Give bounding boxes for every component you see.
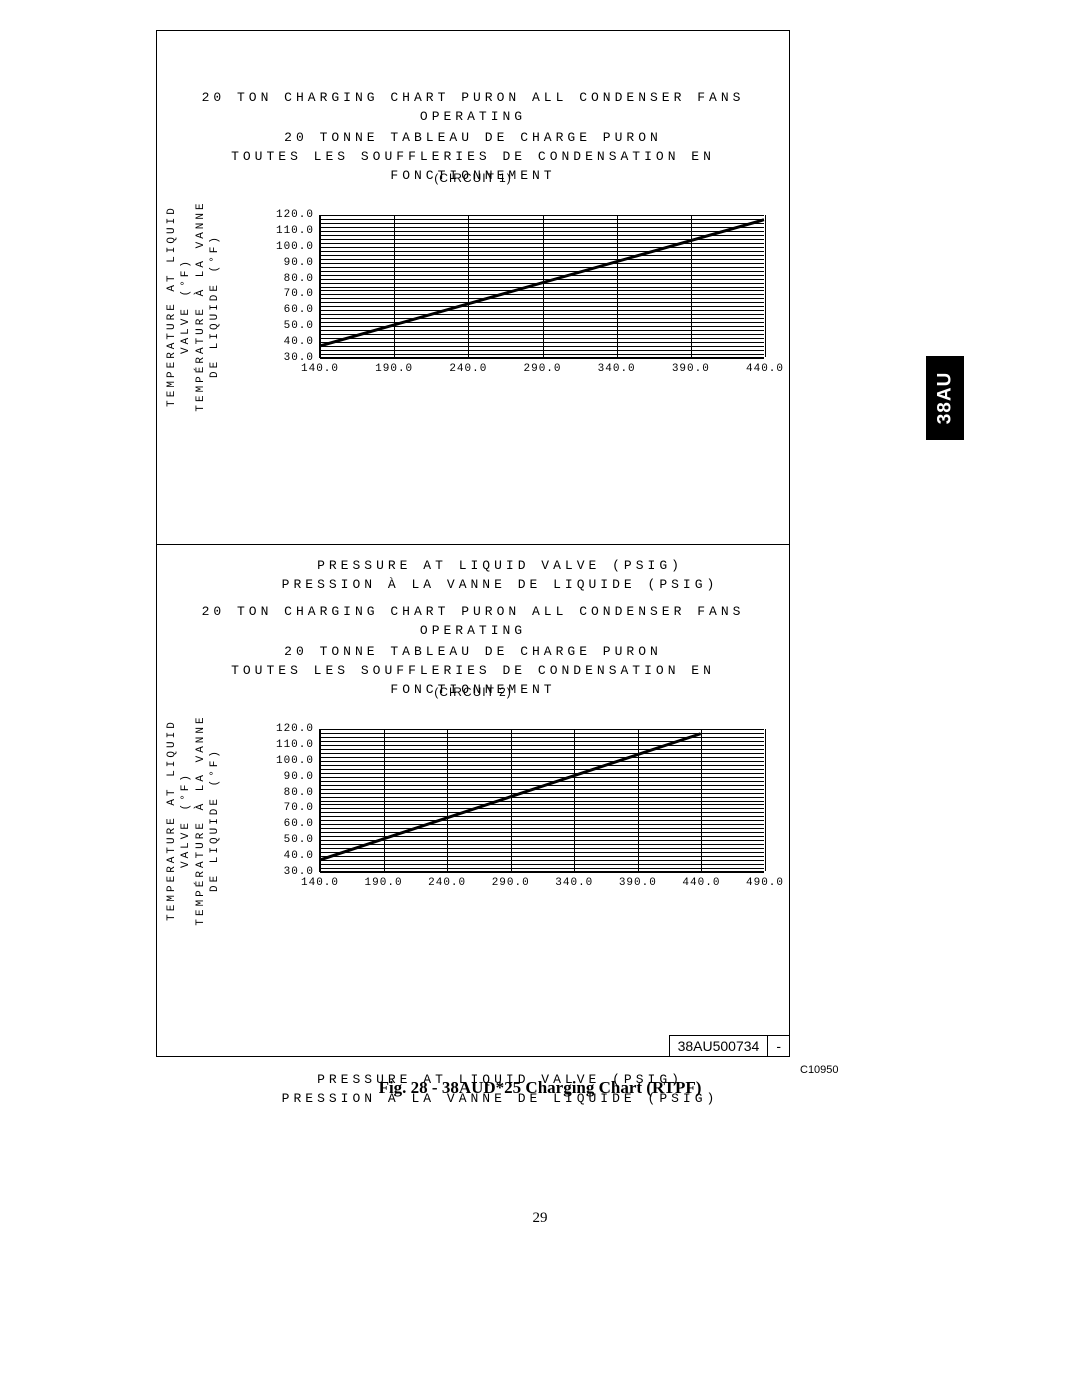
- x-tick-label: 440.0: [746, 363, 784, 375]
- y-tick-label: 80.0: [284, 787, 314, 799]
- chart-area: TEMPERATURE AT LIQUID VALVE (°F) TEMPÉRA…: [227, 191, 773, 491]
- x-tick-label: 140.0: [301, 363, 339, 375]
- y-tick-label: 100.0: [276, 241, 314, 253]
- x-tick-label: 390.0: [672, 363, 710, 375]
- y-tick-label: 50.0: [284, 320, 314, 332]
- part-rev: -: [767, 1036, 789, 1056]
- x-tick-label: 240.0: [449, 363, 487, 375]
- chart-area: TEMPERATURE AT LIQUID VALVE (°F) TEMPÉRA…: [227, 705, 773, 1005]
- y-tick-label: 70.0: [284, 288, 314, 300]
- circuit-label: (CIRCUIT 2): [157, 685, 789, 699]
- chart-panel-circuit-2: 20 TON CHARGING CHART PURON ALL CONDENSE…: [157, 544, 789, 1056]
- y-tick-label: 110.0: [276, 739, 314, 751]
- chart-title-en: 20 TON CHARGING CHART PURON ALL CONDENSE…: [157, 603, 789, 641]
- y-tick-label: 120.0: [276, 723, 314, 735]
- gridline-vertical: [765, 729, 766, 871]
- y-tick-label: 60.0: [284, 818, 314, 830]
- section-tab-label: 38AU: [934, 372, 956, 425]
- x-tick-label: 390.0: [619, 877, 657, 889]
- figure-frame: 20 TON CHARGING CHART PURON ALL CONDENSE…: [156, 30, 790, 1057]
- y-tick-label: 40.0: [284, 336, 314, 348]
- chart-plot: 30.040.050.060.070.080.090.0100.0110.012…: [319, 215, 764, 358]
- y-axis-label: TEMPERATURE AT LIQUID VALVE (°F) TEMPÉRA…: [165, 705, 195, 935]
- y-tick-label: 50.0: [284, 834, 314, 846]
- y-tick-label: 100.0: [276, 755, 314, 767]
- chart-plot: 30.040.050.060.070.080.090.0100.0110.012…: [319, 729, 764, 872]
- chart-panel-circuit-1: 20 TON CHARGING CHART PURON ALL CONDENSE…: [157, 31, 789, 544]
- chart-title-en: 20 TON CHARGING CHART PURON ALL CONDENSE…: [157, 89, 789, 127]
- x-tick-label: 190.0: [375, 363, 413, 375]
- page: 38AU 20 TON CHARGING CHART PURON ALL CON…: [0, 0, 1080, 1397]
- y-tick-label: 40.0: [284, 850, 314, 862]
- y-tick-label: 60.0: [284, 304, 314, 316]
- x-tick-label: 490.0: [746, 877, 784, 889]
- chart-series-line: [320, 220, 764, 346]
- figure-code: C10950: [800, 1064, 839, 1076]
- x-tick-label: 190.0: [365, 877, 403, 889]
- y-tick-label: 90.0: [284, 771, 314, 783]
- y-tick-label: 80.0: [284, 273, 314, 285]
- gridline-horizontal: [320, 872, 764, 873]
- chart-series-line: [320, 734, 701, 860]
- circuit-label: (CIRCUIT 1): [157, 171, 789, 185]
- x-tick-label: 440.0: [682, 877, 720, 889]
- x-tick-label: 290.0: [492, 877, 530, 889]
- x-tick-label: 240.0: [428, 877, 466, 889]
- part-number: 38AU500734: [670, 1036, 768, 1056]
- page-number: 29: [0, 1210, 1080, 1227]
- x-tick-label: 340.0: [555, 877, 593, 889]
- y-tick-label: 90.0: [284, 257, 314, 269]
- gridline-horizontal: [320, 358, 764, 359]
- gridline-vertical: [765, 215, 766, 357]
- y-tick-label: 120.0: [276, 209, 314, 221]
- section-tab: 38AU: [926, 356, 964, 440]
- x-tick-label: 140.0: [301, 877, 339, 889]
- y-tick-label: 110.0: [276, 225, 314, 237]
- x-tick-label: 290.0: [523, 363, 561, 375]
- figure-caption: Fig. 28 - 38AUD*25 Charging Chart (RTPF): [0, 1078, 1080, 1098]
- part-number-box: 38AU500734 -: [669, 1035, 790, 1057]
- chart-svg: [320, 729, 764, 871]
- chart-svg: [320, 215, 764, 357]
- x-tick-label: 340.0: [598, 363, 636, 375]
- y-tick-label: 70.0: [284, 802, 314, 814]
- y-axis-label: TEMPERATURE AT LIQUID VALVE (°F) TEMPÉRA…: [165, 191, 195, 421]
